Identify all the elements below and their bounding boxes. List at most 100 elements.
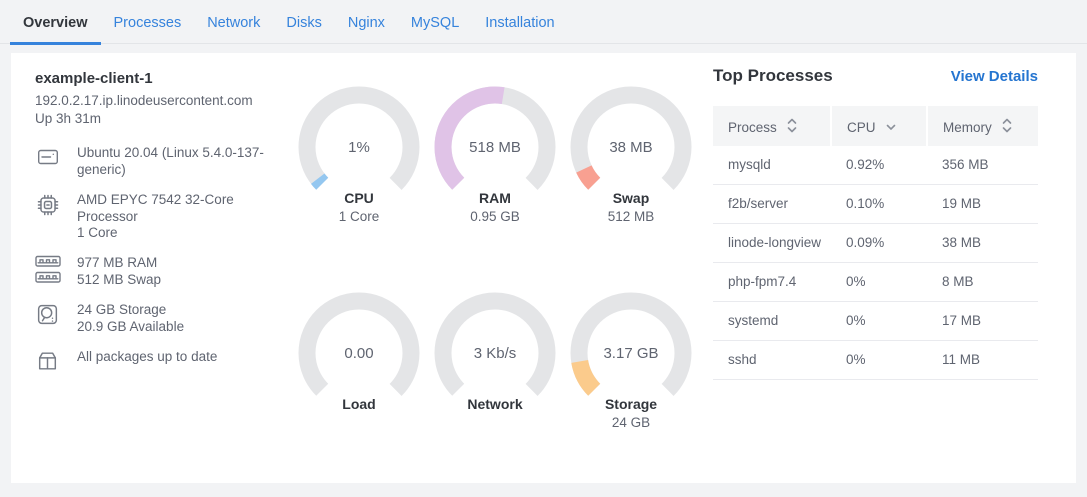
- gauge-label: Load: [342, 396, 376, 412]
- process-row: linode-longview 0.09% 38 MB: [713, 223, 1038, 263]
- process-name-cell: systemd: [713, 301, 831, 341]
- gauge-arc: [298, 292, 420, 414]
- process-memory-cell: 11 MB: [927, 340, 1038, 380]
- tab-network[interactable]: Network: [207, 15, 261, 31]
- spec-line: AMD EPYC 7542 32-Core Processor: [77, 192, 234, 224]
- spec-line: 512 MB Swap: [77, 271, 162, 287]
- spec-line: 24 GB Storage: [77, 302, 167, 318]
- process-memory-cell: 38 MB: [927, 223, 1038, 263]
- gauge-cpu: 1% CPU 1 Core: [291, 86, 427, 224]
- process-cpu-cell: 0.92%: [831, 146, 927, 185]
- process-memory-cell: 17 MB: [927, 301, 1038, 341]
- tab-overview[interactable]: Overview: [10, 2, 101, 45]
- tab-processes[interactable]: Processes: [113, 15, 182, 31]
- column-header-process[interactable]: Process: [713, 106, 831, 146]
- os-icon: [35, 145, 63, 169]
- process-row: mysqld 0.92% 356 MB: [713, 146, 1038, 185]
- process-memory-cell: 19 MB: [927, 184, 1038, 224]
- process-row: f2b/server 0.10% 19 MB: [713, 184, 1038, 224]
- gauge-arc: [570, 292, 692, 414]
- gauge-arc: [570, 86, 692, 208]
- gauge-sublabel: 24 GB: [611, 415, 651, 430]
- table-body: mysqld 0.92% 356 MB f2b/server 0.10% 19 MB lin…: [713, 146, 1038, 380]
- column-header-memory[interactable]: Memory: [926, 106, 1038, 146]
- process-cpu-cell: 0%: [831, 301, 927, 341]
- gauge-sublabel: 512 MB: [607, 209, 655, 224]
- gauge-sublabel: 1 Core: [338, 209, 380, 224]
- gauge-ram: 518 MB RAM 0.95 GB: [427, 86, 563, 224]
- process-cpu-cell: 0%: [831, 262, 927, 302]
- process-cpu-cell: 0.09%: [831, 223, 927, 263]
- system-specs: Ubuntu 20.04 (Linux 5.4.0-137-generic) AM…: [35, 144, 283, 374]
- process-name-cell: sshd: [713, 340, 831, 380]
- ram-icon: [35, 271, 63, 284]
- spec-text: 977 MB RAM 512 MB Swap: [77, 254, 161, 288]
- process-name-cell: f2b/server: [713, 184, 831, 224]
- gauge-value: 3 Kb/s: [473, 344, 517, 362]
- cpu-icon: [35, 192, 63, 218]
- tab-bar: Overview Processes Network Disks Nginx MySQL I…: [0, 0, 1087, 45]
- gauge-network: 3 Kb/s Network: [427, 292, 563, 430]
- gauge-label: Storage: [604, 396, 658, 412]
- gauge-sublabel: 0.95 GB: [470, 209, 520, 224]
- gauge-storage: 3.17 GB Storage 24 GB: [563, 292, 699, 430]
- process-name-cell: mysqld: [713, 146, 831, 185]
- packages-icon: [35, 349, 63, 374]
- process-row: sshd 0% 11 MB: [713, 340, 1038, 380]
- process-row: php-fpm7.4 0% 8 MB: [713, 262, 1038, 302]
- spec-line: All packages up to date: [77, 349, 218, 365]
- column-label: CPU: [847, 120, 876, 135]
- host-hostname: 192.0.2.17.ip.linodeusercontent.com: [35, 93, 253, 108]
- process-name-cell: php-fpm7.4: [713, 262, 831, 302]
- spec-line: 977 MB RAM: [77, 255, 158, 271]
- spec-line: 20.9 GB Available: [77, 318, 185, 334]
- process-cpu-cell: 0.10%: [831, 184, 927, 224]
- gauge-label: Network: [467, 396, 523, 412]
- view-details-link[interactable]: View Details: [950, 68, 1038, 85]
- gauge-arc: [434, 292, 556, 414]
- host-name: example-client-1: [35, 70, 153, 87]
- gauge-value: 38 MB: [609, 138, 653, 156]
- gauge-label: CPU: [344, 190, 374, 206]
- spec-text: All packages up to date: [77, 348, 217, 374]
- gauge-label: RAM: [479, 190, 511, 206]
- process-row: systemd 0% 17 MB: [713, 301, 1038, 341]
- gauge-load: 0.00 Load: [291, 292, 427, 430]
- top-processes-title: Top Processes: [713, 66, 833, 85]
- storage-icon: [35, 302, 63, 327]
- process-memory-cell: 8 MB: [927, 262, 1038, 302]
- spec-text: 24 GB Storage 20.9 GB Available: [77, 301, 184, 335]
- tab-nginx[interactable]: Nginx: [347, 15, 385, 31]
- spec-line: 1 Core: [77, 224, 118, 240]
- process-name-cell: linode-longview: [713, 223, 831, 263]
- top-processes-panel: Top Processes View Details Process CPU Mem…: [699, 53, 1076, 483]
- spec-text: Ubuntu 20.04 (Linux 5.4.0-137-generic): [77, 144, 283, 178]
- gauge-arc: [434, 86, 556, 208]
- spec-row: Ubuntu 20.04 (Linux 5.4.0-137-generic): [35, 144, 283, 178]
- gauge-arc: [298, 86, 420, 208]
- spec-text: AMD EPYC 7542 32-Core Processor 1 Core: [77, 191, 283, 241]
- gauge-value: 518 MB: [469, 138, 521, 156]
- ram-icon: [35, 255, 63, 268]
- tab-mysql[interactable]: MySQL: [410, 15, 460, 31]
- chevron-down-icon: [885, 117, 897, 134]
- processes-table: Process CPU Memory mysqld 0.92% 356 MB f2b/se…: [713, 106, 1038, 380]
- sort-icon: [1001, 117, 1013, 134]
- tab-disks[interactable]: Disks: [286, 15, 322, 31]
- gauge-value: 1%: [348, 138, 370, 156]
- column-label: Memory: [943, 120, 992, 135]
- gauge-swap: 38 MB Swap 512 MB: [563, 86, 699, 224]
- host-uptime: Up 3h 31m: [35, 110, 102, 126]
- column-label: Process: [728, 120, 777, 135]
- spec-line: Ubuntu 20.04 (Linux 5.4.0-137-generic): [77, 145, 264, 177]
- sort-icon: [786, 117, 798, 134]
- process-memory-cell: 356 MB: [927, 146, 1038, 185]
- overview-card: example-client-1 192.0.2.17.ip.linodeuse…: [11, 53, 1076, 483]
- column-header-cpu[interactable]: CPU: [830, 106, 927, 146]
- gauges-grid: 1% CPU 1 Core 518 MB RAM 0.95 GB 38 MB S…: [283, 53, 699, 483]
- gauge-value: 0.00: [344, 344, 374, 362]
- tab-installation[interactable]: Installation: [485, 15, 555, 31]
- gauge-value: 3.17 GB: [603, 344, 659, 362]
- spec-row: 977 MB RAM 512 MB Swap: [35, 254, 283, 288]
- spec-row: AMD EPYC 7542 32-Core Processor 1 Core: [35, 191, 283, 241]
